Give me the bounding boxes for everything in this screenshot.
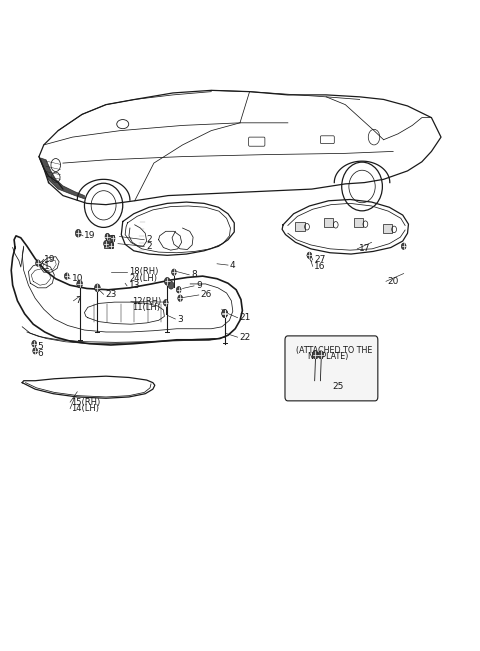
Text: 16: 16 [314,262,326,271]
Text: 8: 8 [191,270,197,279]
Text: 27: 27 [314,255,325,264]
Text: 24(LH): 24(LH) [129,273,157,283]
Text: 7: 7 [75,296,81,305]
Circle shape [163,299,168,306]
Text: 6: 6 [37,349,43,358]
Text: 20: 20 [387,277,399,286]
Circle shape [104,240,108,247]
Text: 9: 9 [196,281,202,290]
Text: 2: 2 [147,242,152,251]
Circle shape [222,310,228,318]
Text: 25: 25 [332,382,344,391]
Circle shape [32,340,36,347]
Bar [324,218,333,227]
Text: 12(RH): 12(RH) [132,297,162,306]
Circle shape [171,269,176,275]
Text: 13: 13 [129,281,141,290]
Text: 14(LH): 14(LH) [72,404,99,413]
Polygon shape [40,158,84,199]
Text: 26: 26 [201,290,212,299]
Text: 22: 22 [239,333,250,342]
Text: 4: 4 [229,260,235,270]
Text: 2: 2 [147,235,152,244]
Circle shape [307,252,312,258]
Bar [104,242,113,248]
Circle shape [168,281,174,289]
Text: 15(RH): 15(RH) [72,398,101,407]
Circle shape [176,286,181,293]
Circle shape [75,229,81,237]
Circle shape [401,243,406,249]
Circle shape [105,233,110,240]
Circle shape [318,351,324,359]
Text: 23: 23 [105,290,117,299]
Circle shape [222,309,228,317]
Text: 17: 17 [359,244,370,253]
Circle shape [95,284,100,292]
Text: NO.PLATE): NO.PLATE) [308,352,349,361]
Text: 19: 19 [84,231,96,240]
Circle shape [64,273,69,279]
Text: (ATTACHED TO THE: (ATTACHED TO THE [297,346,373,355]
Circle shape [109,242,114,249]
Circle shape [164,277,170,285]
Text: 10: 10 [72,274,83,283]
Circle shape [178,295,182,301]
Text: 21: 21 [239,313,251,322]
Circle shape [36,260,40,266]
Text: 3: 3 [177,314,182,324]
Text: 11(LH): 11(LH) [132,303,160,312]
Circle shape [77,280,83,288]
Text: 5: 5 [37,342,43,351]
Circle shape [110,235,115,242]
Text: 1: 1 [44,262,49,271]
Bar [106,234,114,241]
Bar [383,223,392,232]
FancyBboxPatch shape [285,336,378,401]
Bar [354,217,363,227]
Text: 19: 19 [44,255,55,264]
Bar [295,222,305,231]
Circle shape [312,351,318,359]
Circle shape [33,348,37,354]
Text: 18(RH): 18(RH) [129,267,158,276]
